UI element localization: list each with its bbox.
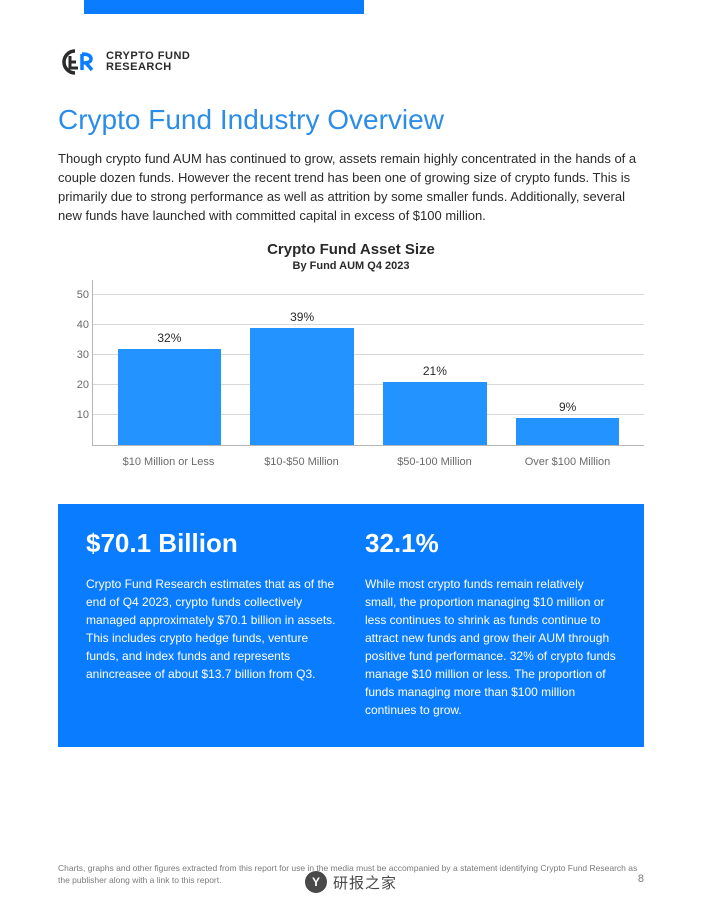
logo-mark-icon (58, 48, 98, 76)
x-axis-label: $10-$50 Million (235, 446, 368, 480)
x-axis-label: $10 Million or Less (102, 446, 235, 480)
bar-group: 9% (501, 280, 634, 445)
bar-group: 21% (369, 280, 502, 445)
bar-value-label: 21% (423, 364, 447, 378)
callout-left: $70.1 Billion Crypto Fund Research estim… (86, 528, 337, 719)
y-axis-label: 40 (63, 319, 89, 331)
bar: 32% (118, 349, 222, 445)
callout-right: 32.1% While most crypto funds remain rel… (365, 528, 616, 719)
intro-paragraph: Though crypto fund AUM has continued to … (58, 150, 644, 225)
callout-left-text: Crypto Fund Research estimates that as o… (86, 575, 337, 683)
x-axis-label: Over $100 Million (501, 446, 634, 480)
callout-left-stat: $70.1 Billion (86, 528, 337, 559)
y-axis-label: 10 (63, 409, 89, 421)
x-axis-label: $50-100 Million (368, 446, 501, 480)
bar-value-label: 9% (559, 400, 576, 414)
bar: 39% (250, 328, 354, 445)
bar-group: 32% (103, 280, 236, 445)
footer: Charts, graphs and other figures extract… (58, 863, 644, 887)
bar-value-label: 32% (157, 331, 181, 345)
chart-title: Crypto Fund Asset Size (58, 241, 644, 258)
chart-subtitle: By Fund AUM Q4 2023 (58, 260, 644, 272)
page-title: Crypto Fund Industry Overview (58, 104, 644, 136)
footer-text: Charts, graphs and other figures extract… (58, 863, 637, 885)
bar: 9% (516, 418, 620, 445)
chart-plot-area: 10 20 30 40 50 32% 39% 21% 9% $10 Million or Les… (58, 280, 644, 480)
y-axis-label: 30 (63, 349, 89, 361)
callout-right-stat: 32.1% (365, 528, 616, 559)
y-axis-label: 50 (63, 289, 89, 301)
callout-right-text: While most crypto funds remain relativel… (365, 575, 616, 719)
logo: CRYPTO FUND RESEARCH (58, 48, 644, 76)
bar-value-label: 39% (290, 310, 314, 324)
top-accent-bar (84, 0, 364, 14)
bar-group: 39% (236, 280, 369, 445)
bar-chart: Crypto Fund Asset Size By Fund AUM Q4 20… (58, 241, 644, 480)
page-number: 8 (638, 872, 644, 887)
bars-container: 32% 39% 21% 9% (93, 280, 644, 445)
callout-panel: $70.1 Billion Crypto Fund Research estim… (58, 504, 644, 747)
logo-text: CRYPTO FUND RESEARCH (106, 51, 190, 73)
logo-line2: RESEARCH (106, 62, 190, 73)
y-axis-label: 20 (63, 379, 89, 391)
bar: 21% (383, 382, 487, 445)
